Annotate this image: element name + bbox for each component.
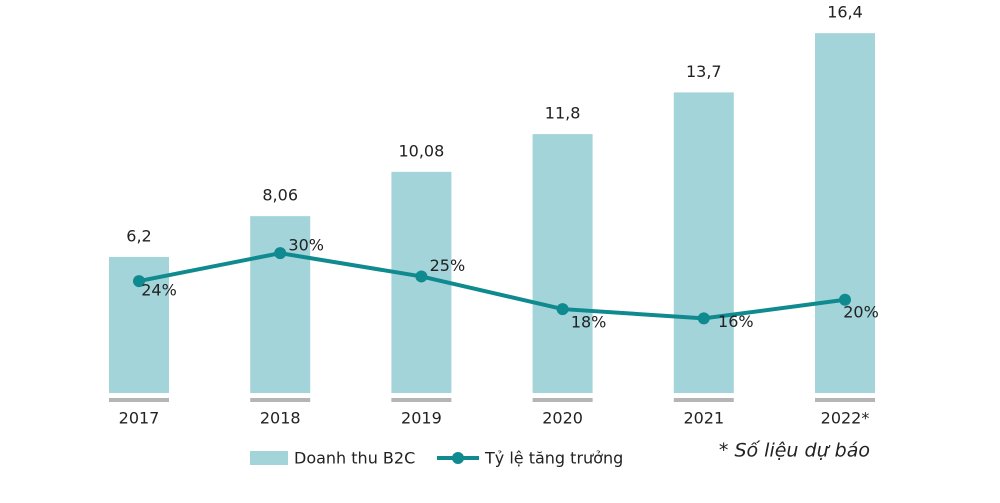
- x-tick-label: 2019: [401, 409, 442, 428]
- line-value-label: 20%: [843, 302, 879, 321]
- bar-value-label: 10,08: [398, 141, 444, 160]
- line: [138, 251, 846, 321]
- bar-value-label: 16,4: [827, 3, 863, 22]
- line-value-label: 18%: [571, 313, 607, 332]
- note: * Số liệu dự báo: [719, 440, 870, 462]
- category-baseline: [391, 398, 452, 402]
- line-value-label: 30%: [288, 236, 324, 255]
- line-point: [274, 247, 287, 260]
- category-baseline: [250, 398, 311, 402]
- bar-value-label: 11,8: [545, 104, 581, 123]
- line-point: [697, 312, 710, 325]
- x-tick-label: 2018: [260, 409, 301, 428]
- line-point: [556, 303, 569, 316]
- line-point: [415, 270, 428, 283]
- x-tick-label: 2017: [119, 409, 160, 428]
- legend-swatch: [250, 451, 288, 465]
- line-value-label: 16%: [718, 312, 754, 331]
- category-baseline: [532, 398, 593, 402]
- bar: [532, 134, 593, 393]
- category-baseline: [673, 398, 734, 402]
- x-tick-label: 2022*: [821, 409, 870, 428]
- legend-swatch: [452, 452, 464, 464]
- line-value-label: 25%: [430, 256, 466, 275]
- line-point: [133, 275, 145, 288]
- bar: [673, 92, 734, 393]
- bar: [250, 216, 311, 393]
- bar-value-label: 8,06: [262, 186, 298, 205]
- line-value-label: 24%: [141, 281, 177, 300]
- bar: [815, 33, 875, 394]
- bar-value-label: 13,7: [686, 62, 722, 81]
- legend-label: Tỷ lệ tăng trưởng: [484, 449, 623, 468]
- category-baseline: [815, 398, 875, 402]
- line-point: [839, 293, 851, 306]
- legend-label: Doanh thu B2C: [294, 449, 415, 468]
- x-tick-label: 2020: [542, 409, 583, 428]
- bar-value-label: 6,2: [126, 226, 151, 245]
- x-tick-label: 2021: [683, 409, 724, 428]
- category-baseline: [109, 398, 169, 402]
